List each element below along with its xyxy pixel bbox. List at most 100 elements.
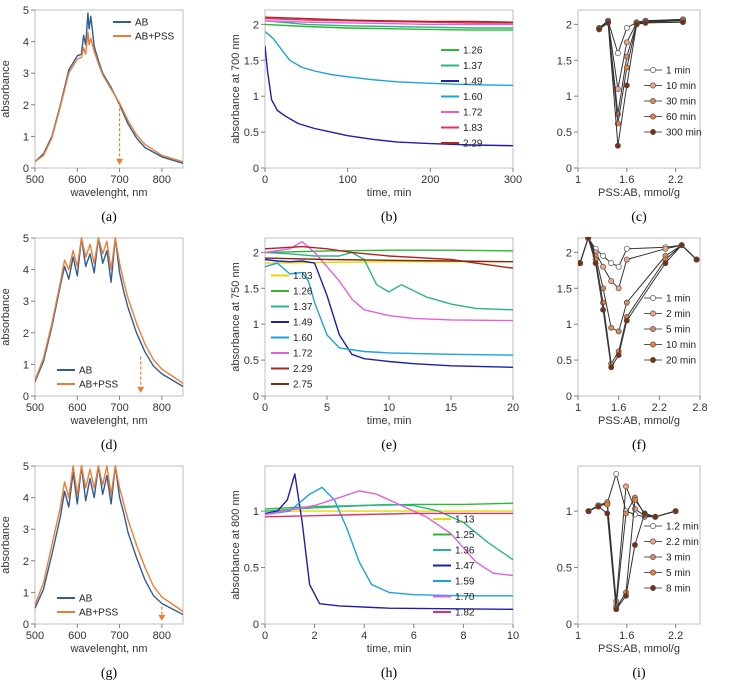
x-tick-label: 1 xyxy=(575,174,581,186)
y-tick-label: 1 xyxy=(23,587,29,599)
data-point xyxy=(662,260,669,267)
data-point xyxy=(623,483,629,490)
x-tick-label: 10 xyxy=(383,402,395,414)
legend-a: AB AB+PSS xyxy=(113,18,175,43)
data-point xyxy=(604,510,611,517)
y-tick-label: 2 xyxy=(23,328,29,340)
x-tick-label: 0 xyxy=(262,174,268,186)
x-tick-label: 1.6 xyxy=(619,630,634,642)
x-tick-label: 500 xyxy=(26,630,44,642)
series-line-2-29 xyxy=(265,16,513,23)
series-line-1-26 xyxy=(265,23,513,31)
legend-label: 1.13 xyxy=(455,515,475,526)
data-point xyxy=(633,21,640,28)
legend-label: 1.37 xyxy=(463,61,483,72)
series-line-ab-pss xyxy=(35,465,183,612)
legend-label: AB xyxy=(79,366,93,377)
x-tick-label: 4 xyxy=(361,630,367,642)
series-line-1-60 xyxy=(265,262,513,356)
data-point xyxy=(578,260,583,267)
legend-marker xyxy=(650,310,656,317)
series-group-d xyxy=(35,237,183,388)
legend-label: 5 min xyxy=(666,568,690,579)
legend-label: 1.60 xyxy=(463,92,483,103)
data-point xyxy=(614,142,621,149)
series-line-5-min xyxy=(588,499,676,609)
legend-marker xyxy=(650,113,656,120)
series-line-1-49 xyxy=(265,258,513,368)
data-point xyxy=(592,260,599,267)
y-tick-label: 1.5 xyxy=(244,55,259,67)
y-axis-label: absorbance xyxy=(0,516,12,574)
legend-label: 1.59 xyxy=(455,577,475,588)
x-tick-label: 1.6 xyxy=(611,402,626,414)
legend-marker xyxy=(650,554,656,560)
series-line-ab xyxy=(35,465,183,616)
y-tick-label: 2 xyxy=(253,247,259,259)
data-point xyxy=(614,86,621,92)
data-point xyxy=(615,328,622,335)
x-tick-label: 1 xyxy=(575,630,581,642)
data-point xyxy=(613,606,620,613)
legend-f: 1 min 2 min 5 min 10 min 20 min xyxy=(644,294,696,367)
y-tick-label: 1.5 xyxy=(557,283,572,295)
data-point xyxy=(623,25,630,31)
data-point xyxy=(615,263,622,270)
series-group-b xyxy=(265,16,513,147)
panel-d: 500 600 700 800 0 1 2 3 4 5 wavelenght, nm absorban… xyxy=(0,233,184,453)
y-tick-label: 3 xyxy=(23,524,29,536)
data-point xyxy=(605,19,612,26)
data-point xyxy=(585,237,592,241)
data-point xyxy=(623,592,629,599)
x-tick-label: 600 xyxy=(68,402,86,414)
plot-frame-c xyxy=(577,9,701,169)
panel-label-f: (f) xyxy=(632,438,646,453)
legend-marker xyxy=(650,538,656,545)
x-tick-label: 800 xyxy=(153,174,171,186)
wavelength-arrow-head xyxy=(137,386,145,393)
legend-label: 1 min xyxy=(666,294,690,305)
x-tick-label: 800 xyxy=(153,630,171,642)
data-point xyxy=(608,278,615,285)
legend-label: 1.36 xyxy=(455,546,475,557)
y-tick-label: 2 xyxy=(253,19,259,31)
y-tick-label: 1 xyxy=(23,359,29,371)
legend-marker xyxy=(650,341,656,348)
legend-label: 1.25 xyxy=(455,530,475,541)
legend-label: 2.29 xyxy=(293,364,313,375)
legend-label: 1.83 xyxy=(463,123,483,134)
y-tick-label: 0.5 xyxy=(557,355,572,367)
data-point xyxy=(623,39,630,46)
y-tick-label: 0 xyxy=(23,391,29,403)
y-tick-label: 0.5 xyxy=(557,127,572,139)
x-tick-label: 2 xyxy=(312,630,318,642)
legend-marker xyxy=(650,98,656,104)
x-tick-label: 500 xyxy=(26,174,44,186)
data-point xyxy=(615,352,622,359)
series-group-a xyxy=(35,12,183,164)
x-axis-label: time, min xyxy=(367,415,412,427)
y-tick-label: 1 xyxy=(23,131,29,143)
y-tick-label: 2 xyxy=(23,100,29,112)
plot-frame-i xyxy=(577,465,701,625)
x-tick-label: 700 xyxy=(110,630,128,642)
legend-marker xyxy=(650,569,656,576)
series-line-2-min xyxy=(579,237,697,289)
legend-label: 2.2 min xyxy=(666,537,699,548)
legend-label: 1.82 xyxy=(455,608,475,619)
legend-label: 8 min xyxy=(666,584,690,595)
panel-g: 500 600 700 800 0 1 2 3 4 5 wavelenght, nm absorban… xyxy=(0,461,184,681)
series-line-1-36 xyxy=(265,503,513,561)
legend-label: 1.72 xyxy=(463,108,483,119)
series-line-20-min xyxy=(579,237,697,368)
data-point xyxy=(693,256,700,263)
x-tick-label: 800 xyxy=(153,402,171,414)
data-point xyxy=(600,306,607,313)
plot-frame-d xyxy=(34,237,184,397)
legend-label: 1.37 xyxy=(293,302,313,313)
data-point xyxy=(623,510,629,517)
panel-label-a: (a) xyxy=(101,210,117,225)
x-tick-label: 600 xyxy=(68,174,86,186)
